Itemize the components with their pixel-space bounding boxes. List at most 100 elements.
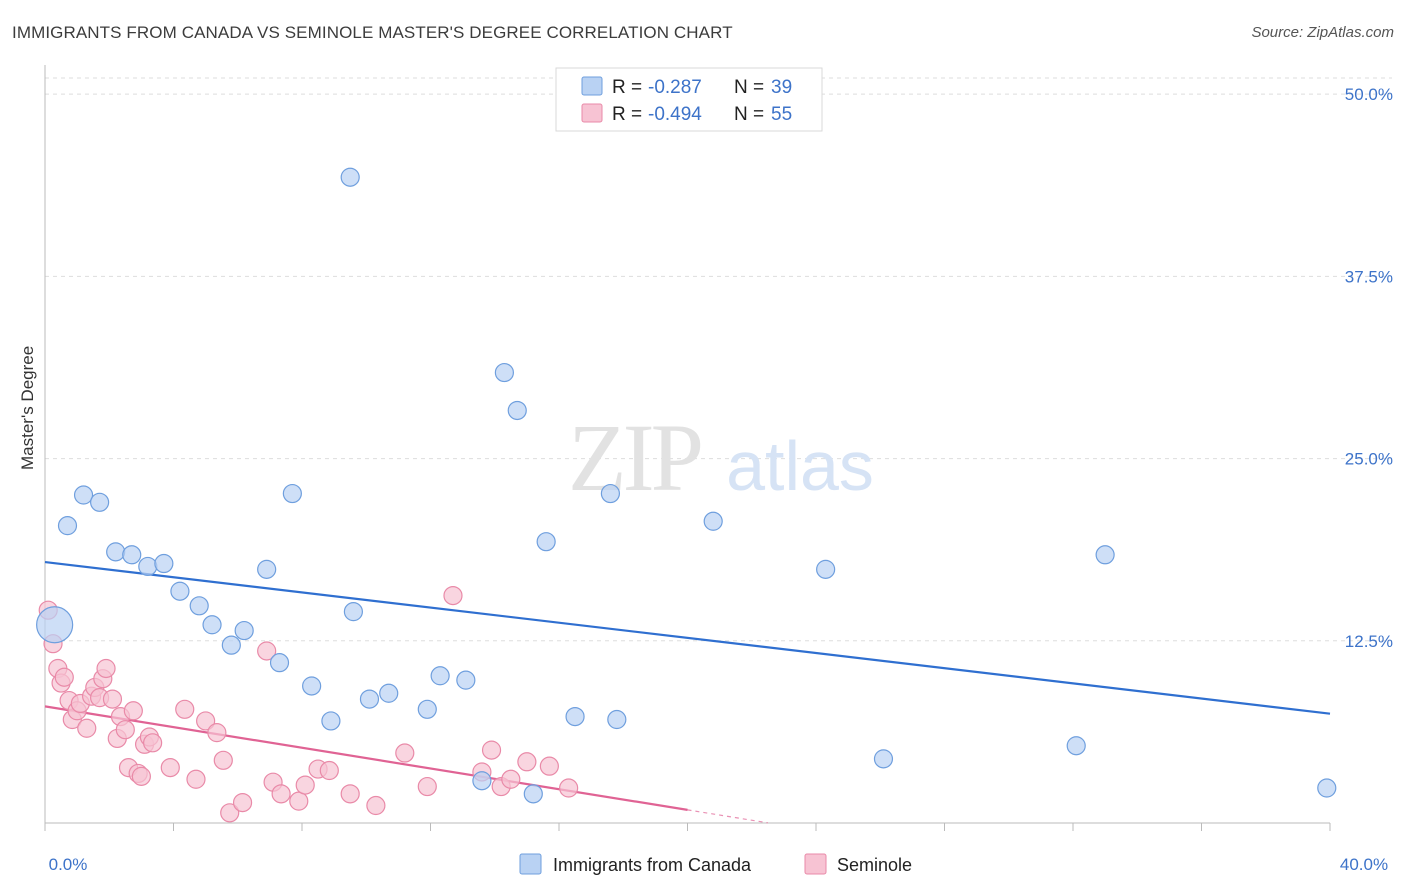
legend-r-value-2: -0.494: [648, 104, 702, 125]
seminole-point: [143, 733, 163, 753]
canada-point: [269, 653, 290, 673]
watermark-zip: ZIP: [568, 404, 701, 511]
canada-point: [106, 542, 126, 562]
seminole-point: [160, 758, 180, 778]
canada-point: [816, 559, 836, 579]
y-tick-label: 12.5%: [1345, 632, 1393, 651]
seminole-point: [54, 667, 74, 687]
seminole-point: [271, 784, 291, 804]
bottom-legend-swatch-pink: [804, 853, 827, 875]
canada-point: [122, 545, 142, 565]
canada-point: [343, 602, 363, 622]
legend-box: R = -0.287 N = 39 R = -0.494 N = 55: [555, 67, 823, 132]
legend-r-value-1: -0.287: [648, 77, 702, 98]
watermark-atlas: atlas: [726, 427, 874, 505]
canada-point: [359, 689, 380, 709]
seminole-point: [417, 776, 437, 797]
canada-point: [1317, 778, 1337, 798]
seminole-point: [340, 784, 360, 804]
tick-layer: 12.5% 25.0% 37.5% 50.0% 0.0% 40.0%: [49, 85, 1393, 874]
seminole-point: [175, 699, 195, 719]
chart-title: IMMIGRANTS FROM CANADA VS SEMINOLE MASTE…: [12, 23, 733, 42]
seminole-point: [319, 760, 339, 781]
seminole-point: [289, 791, 309, 811]
canada-point: [257, 559, 277, 579]
canada-point: [494, 362, 514, 383]
bottom-legend: Immigrants from Canada Seminole: [519, 853, 912, 875]
legend-n-value-2: 55: [771, 104, 792, 125]
canada-point: [340, 167, 360, 187]
legend-n-label-2: N =: [734, 104, 764, 125]
seminole-point: [96, 658, 116, 679]
y-tick-label: 25.0%: [1345, 450, 1393, 469]
canada-point: [154, 553, 174, 574]
legend-r-label-1: R =: [612, 77, 642, 98]
legend-swatch-blue: [581, 76, 603, 96]
canada-point: [565, 706, 585, 727]
seminole-point: [395, 743, 415, 763]
canada-point: [202, 615, 222, 635]
canada-point: [417, 699, 437, 719]
seminole-point: [257, 641, 277, 661]
canada-point: [138, 556, 158, 577]
canada-point: [472, 771, 492, 791]
seminole-point: [220, 803, 240, 823]
grid-layer: [45, 77, 1392, 642]
canada-point: [456, 670, 476, 690]
legend-r-label-2: R =: [612, 104, 642, 125]
bottom-legend-label-seminole: Seminole: [837, 855, 912, 875]
seminole-point: [186, 769, 206, 789]
watermark: ZIP atlas: [568, 404, 874, 511]
canada-point: [282, 483, 302, 504]
x-tick-label: 0.0%: [49, 855, 88, 874]
canada-point: [57, 516, 78, 536]
canada-point: [703, 511, 723, 531]
point-layer: [36, 167, 1337, 823]
seminole-point: [481, 740, 502, 760]
seminole-point: [196, 711, 216, 731]
bottom-legend-swatch-blue: [519, 853, 542, 875]
canada-point: [221, 635, 241, 655]
seminole-point: [213, 750, 233, 770]
canada-point: [607, 709, 627, 730]
canada-point: [1066, 736, 1086, 756]
canada-point: [73, 485, 94, 505]
seminole-trend-line: [44, 705, 688, 811]
y-tick-label: 50.0%: [1345, 85, 1393, 104]
canada-point: [36, 606, 74, 644]
canada-point: [234, 620, 254, 641]
canada-point: [507, 400, 527, 421]
seminole-point: [123, 701, 143, 721]
seminole-point: [131, 766, 151, 786]
canada-point: [873, 749, 894, 769]
trend-layer: [44, 560, 1331, 824]
seminole-point: [501, 769, 521, 789]
canada-point: [321, 711, 341, 731]
seminole-point: [366, 795, 386, 816]
seminole-point: [115, 720, 135, 740]
seminole-point: [539, 756, 559, 776]
canada-point: [536, 532, 556, 552]
seminole-trend-extension: [687, 809, 768, 824]
seminole-point: [232, 792, 253, 813]
seminole-point: [517, 752, 537, 772]
seminole-point: [443, 585, 463, 606]
x-tick-label: 40.0%: [1340, 855, 1388, 874]
legend-swatch-pink: [581, 103, 603, 123]
canada-point: [1095, 545, 1115, 565]
legend-n-value-1: 39: [771, 77, 792, 98]
seminole-point: [295, 775, 315, 795]
canada-trend-line: [44, 560, 1331, 715]
canada-point: [170, 581, 190, 601]
bottom-legend-label-canada: Immigrants from Canada: [553, 855, 752, 875]
canada-point: [189, 596, 209, 616]
seminole-point: [559, 778, 579, 798]
legend-n-label-1: N =: [734, 77, 764, 98]
seminole-point: [102, 689, 123, 709]
source-label: Source: ZipAtlas.com: [1251, 24, 1394, 41]
canada-point: [600, 483, 621, 504]
seminole-point: [207, 723, 227, 743]
canada-point: [302, 676, 322, 696]
canada-point: [523, 784, 543, 804]
